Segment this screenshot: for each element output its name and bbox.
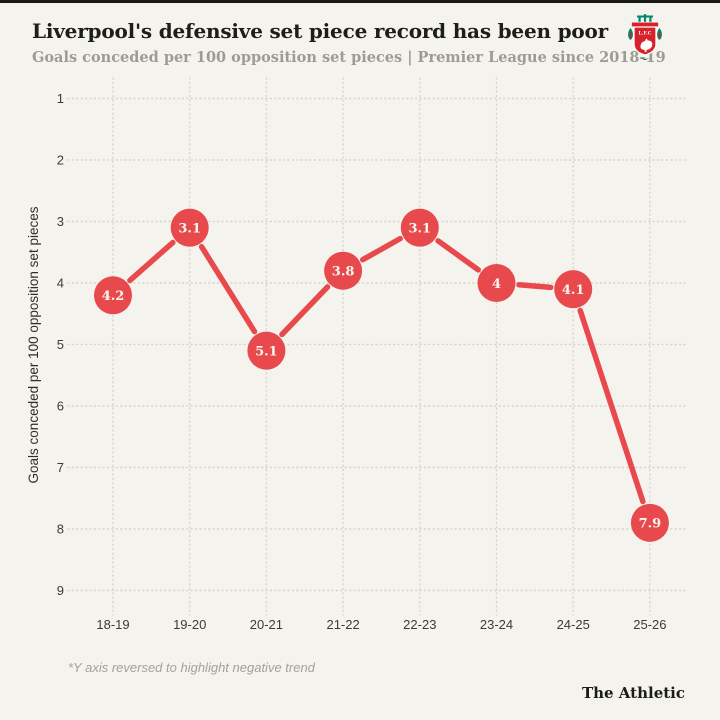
x-tick-label: 22-23: [403, 617, 436, 632]
crest-shield: L.F.C: [633, 26, 657, 56]
data-point: [630, 503, 669, 542]
data-point: [400, 208, 439, 247]
x-tick-label: 24-25: [557, 617, 590, 632]
crest-base: [639, 57, 651, 61]
liverpool-crest-icon: L.F.C: [628, 14, 662, 61]
top-border: [0, 0, 720, 3]
data-point: [477, 264, 516, 302]
data-point-label: 4: [492, 277, 501, 292]
crest-liver-bird: [640, 38, 653, 52]
series-segment: [198, 243, 258, 335]
y-tick-label: 1: [57, 91, 64, 106]
series-segment: [127, 239, 176, 284]
x-tick-label: 20-21: [250, 617, 283, 632]
data-point-label: 7.9: [639, 517, 662, 532]
gridlines: [67, 77, 689, 616]
data-point-label: 4.2: [102, 289, 125, 304]
data-point-label: 5.1: [255, 344, 278, 359]
data-point: [554, 270, 593, 309]
data-point: [94, 276, 132, 315]
y-tick-label: 2: [57, 153, 64, 168]
data-series: 4.2 3.1 5.1 3.8 3.1 4 4.1 7.9: [94, 208, 669, 542]
x-tick-label: 21-22: [326, 617, 359, 632]
x-tick-label: 19-20: [173, 617, 206, 632]
x-tick-label: 25-26: [633, 617, 666, 632]
x-tick-label: 18-19: [96, 617, 129, 632]
y-tick-label: 9: [57, 583, 64, 598]
data-point-label: 3.1: [178, 221, 201, 236]
footnote: *Y axis reversed to highlight negative t…: [68, 660, 315, 675]
data-point-label: 4.1: [562, 283, 585, 298]
data-point: [324, 251, 363, 290]
axis-ticks: 1 2 3 4 5 6 7 8 9 18-19 19-20 20-21 21-22 22-23 23-24 2…: [57, 91, 667, 632]
data-point-label: 3.8: [332, 265, 355, 280]
data-point-label: 3.1: [408, 221, 431, 236]
crest-lfc-text: L.F.C: [639, 31, 652, 37]
y-tick-label: 6: [57, 399, 64, 414]
page-subtitle: Goals conceded per 100 opposition set pi…: [32, 49, 666, 66]
data-point: [170, 208, 209, 247]
series-segment: [516, 282, 554, 291]
y-tick-label: 7: [57, 460, 64, 475]
brand-wordmark: The Athletic: [581, 684, 685, 702]
page-title: Liverpool's defensive set piece record h…: [32, 19, 608, 43]
x-tick-label: 23-24: [480, 617, 513, 632]
crest-flames: [628, 28, 662, 40]
y-tick-label: 4: [57, 276, 64, 291]
y-tick-label: 3: [57, 214, 64, 229]
y-axis-title: Goals conceded per 100 opposition set pi…: [26, 206, 41, 483]
data-point: [247, 331, 286, 370]
series-segment: [359, 235, 403, 263]
series-segment: [577, 307, 646, 505]
series-segment: [279, 284, 331, 338]
y-tick-label: 5: [57, 337, 64, 352]
y-tick-label: 8: [57, 522, 64, 537]
series-segment: [435, 238, 482, 273]
crest-gates: [637, 14, 653, 22]
